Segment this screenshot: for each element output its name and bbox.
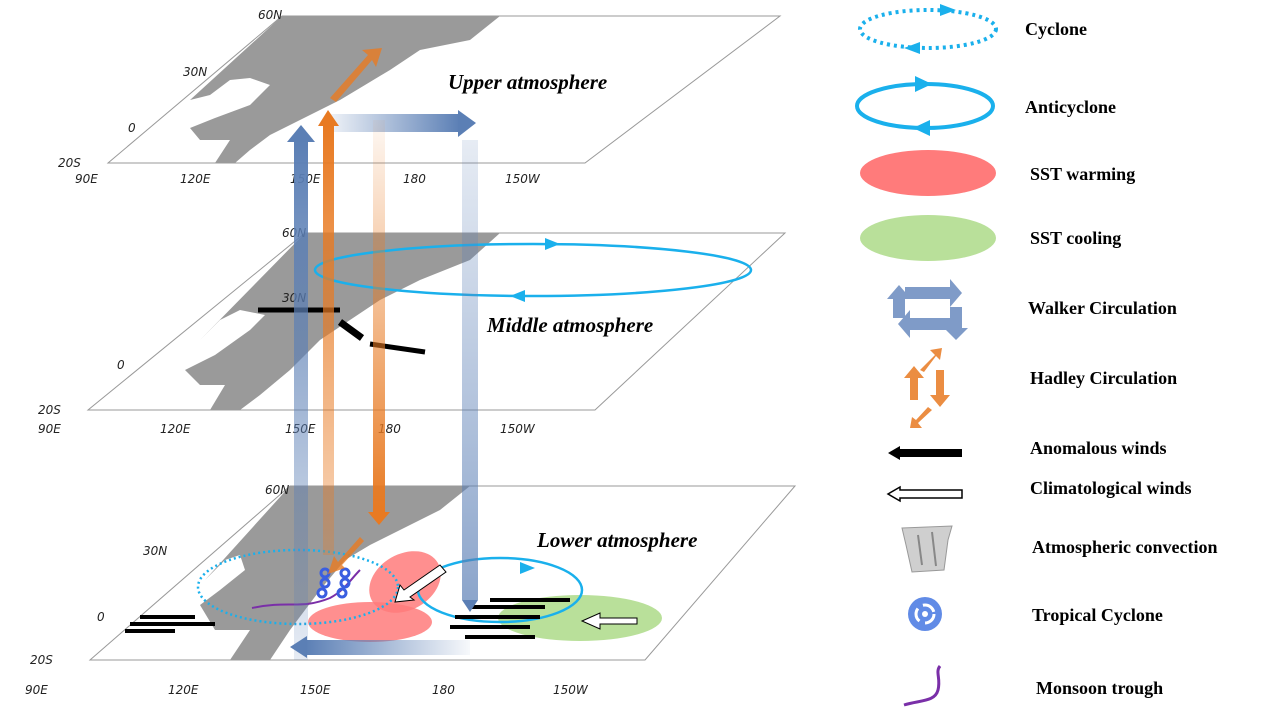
lat-label: 60N bbox=[258, 8, 282, 22]
lon-label: 120E bbox=[160, 422, 191, 436]
lat-label: 60N bbox=[265, 483, 289, 497]
legend-item-climatological-winds: Climatological winds bbox=[886, 478, 1192, 503]
lon-label: 150E bbox=[300, 683, 331, 697]
lat-label: 20S bbox=[58, 156, 81, 170]
svg-text:Walker Circulation: Walker Circulation bbox=[1028, 298, 1177, 318]
svg-text:SST warming: SST warming bbox=[1030, 164, 1135, 184]
anomalous-winds-icon bbox=[888, 446, 962, 460]
lat-label: 0 bbox=[97, 610, 105, 624]
legend-item-tropical-cyclone: Tropical Cyclone bbox=[908, 597, 1163, 631]
monsoon-trough bbox=[251, 569, 361, 609]
svg-text:Anticyclone: Anticyclone bbox=[1025, 97, 1116, 117]
hadley-circulation-icon bbox=[904, 348, 950, 428]
lon-label: 120E bbox=[180, 172, 211, 186]
legend-item-anomalous-winds: Anomalous winds bbox=[888, 438, 1167, 460]
sst-warming-area bbox=[308, 602, 432, 642]
upper-atmosphere-label: Upper atmosphere bbox=[448, 70, 607, 94]
anomalous-winds bbox=[125, 598, 570, 639]
lat-label: 20S bbox=[38, 403, 61, 417]
lower-atmosphere-label: Lower atmosphere bbox=[536, 528, 697, 552]
lon-label: 180 bbox=[432, 683, 455, 697]
lat-label: 30N bbox=[183, 65, 207, 79]
legend-item-cyclone: Cyclone bbox=[858, 4, 1087, 54]
lon-label: 90E bbox=[38, 422, 61, 436]
legend-item-anticyclone: Anticyclone bbox=[855, 76, 1116, 136]
lat-label: 0 bbox=[128, 121, 136, 135]
atmospheric-convection-icon bbox=[901, 525, 953, 573]
lon-label: 90E bbox=[25, 683, 48, 697]
lon-label: 90E bbox=[75, 172, 98, 186]
svg-text:Monsoon trough: Monsoon trough bbox=[1036, 678, 1163, 698]
cyclone-icon bbox=[858, 8, 998, 50]
cyclone-marker bbox=[196, 548, 400, 626]
svg-text:Climatological winds: Climatological winds bbox=[1030, 478, 1192, 498]
svg-text:SST cooling: SST cooling bbox=[1030, 228, 1121, 248]
tropical-cyclone-icon bbox=[908, 597, 942, 631]
lon-label: 150W bbox=[505, 172, 541, 186]
climatological-wind bbox=[394, 564, 447, 603]
legend-item-sst-warming: SST warming bbox=[860, 150, 1135, 196]
lat-label: 0 bbox=[117, 358, 125, 372]
lon-label: 180 bbox=[403, 172, 426, 186]
sst-cooling-icon bbox=[860, 215, 996, 261]
sst-warming-icon bbox=[860, 150, 996, 196]
middle-atmosphere-label: Middle atmosphere bbox=[486, 313, 653, 337]
sst-warming-area bbox=[369, 551, 441, 613]
lat-label: 30N bbox=[143, 544, 167, 558]
climatological-winds-icon bbox=[886, 485, 963, 503]
legend-item-walker: Walker Circulation bbox=[887, 279, 1177, 340]
lon-label: 120E bbox=[168, 683, 199, 697]
walker-circulation-icon bbox=[887, 279, 968, 340]
lower-atmosphere-plane: 60N 30N 0 20S 90E 120E 150E 180 150W Low… bbox=[25, 483, 797, 697]
legend-item-sst-cooling: SST cooling bbox=[860, 215, 1121, 261]
anticyclone-marker bbox=[313, 242, 753, 298]
middle-atmosphere-plane: 60N 30N 0 20S 90E 120E 150E 180 150W Mid… bbox=[38, 226, 787, 436]
svg-text:Anomalous winds: Anomalous winds bbox=[1030, 438, 1167, 458]
lat-label: 20S bbox=[30, 653, 53, 667]
walker-circulation bbox=[287, 110, 478, 660]
legend-item-monsoon-trough: Monsoon trough bbox=[903, 665, 1163, 707]
legend-item-convection: Atmospheric convection bbox=[901, 525, 1217, 573]
svg-text:Atmospheric convection: Atmospheric convection bbox=[1032, 537, 1217, 557]
hadley-circulation bbox=[318, 48, 390, 574]
legend: Cyclone Anticyclone SST warming SST cool… bbox=[855, 4, 1217, 707]
monsoon-trough-icon bbox=[903, 665, 942, 707]
anticyclone-icon bbox=[855, 82, 995, 130]
svg-text:Cyclone: Cyclone bbox=[1025, 19, 1087, 39]
climatological-wind bbox=[580, 612, 638, 630]
svg-text:Hadley Circulation: Hadley Circulation bbox=[1030, 368, 1177, 388]
lon-label: 150W bbox=[500, 422, 536, 436]
lon-label: 150W bbox=[553, 683, 589, 697]
upper-atmosphere-plane: 60N 30N 0 20S 90E 120E 150E 180 150W Upp… bbox=[58, 8, 782, 186]
svg-text:Tropical Cyclone: Tropical Cyclone bbox=[1032, 605, 1163, 625]
legend-item-hadley: Hadley Circulation bbox=[904, 348, 1177, 428]
